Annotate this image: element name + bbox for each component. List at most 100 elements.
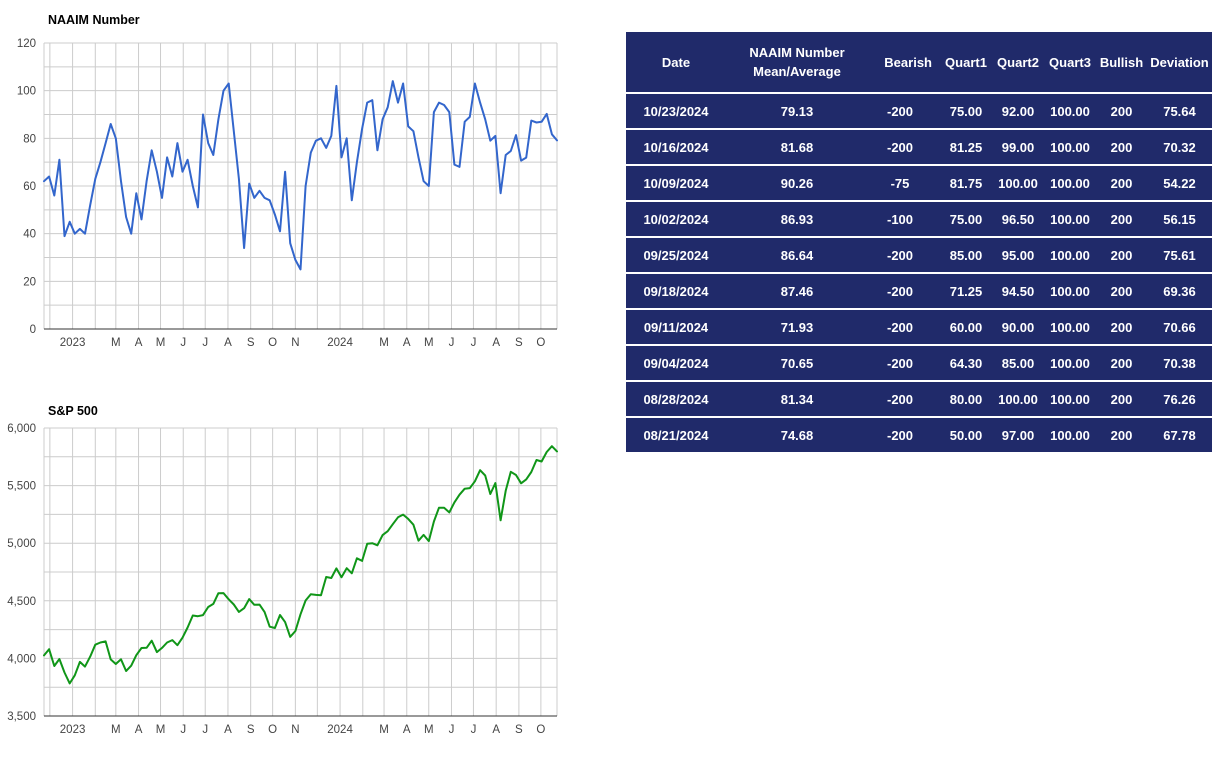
col-header-quart2: Quart2 (992, 32, 1044, 92)
table-row: 09/25/2024 86.64 -200 85.00 95.00 100.00 200 75… (626, 238, 1212, 272)
x-axis-tick-label: O (268, 337, 277, 349)
x-axis-tick-label: A (492, 724, 500, 736)
table-cell: 200 (1096, 130, 1147, 164)
naaim-series-line (43, 80, 558, 271)
x-axis-tick-label: O (536, 724, 545, 736)
table-cell: 100.00 (992, 382, 1044, 416)
table-cell: 10/09/2024 (626, 166, 726, 200)
x-axis-tick-label: A (224, 724, 232, 736)
sp500-series-line (43, 445, 558, 685)
table-cell: 94.50 (992, 274, 1044, 308)
table-cell: 81.68 (726, 130, 868, 164)
table-cell: 99.00 (992, 130, 1044, 164)
x-axis-tick-label: A (135, 337, 143, 349)
table-cell: 81.34 (726, 382, 868, 416)
table-row: 08/21/2024 74.68 -200 50.00 97.00 100.00 200 67… (626, 418, 1212, 452)
table-cell: 79.13 (726, 94, 868, 128)
table-cell: 200 (1096, 238, 1147, 272)
y-axis-tick-label: 100 (17, 86, 36, 98)
col-header-quart1: Quart1 (940, 32, 992, 92)
table-cell: 100.00 (1044, 166, 1096, 200)
x-axis-tick-label: J (180, 724, 186, 736)
y-axis-tick-label: 0 (30, 324, 36, 336)
table-cell: -200 (868, 130, 940, 164)
x-axis-tick-label: J (449, 724, 455, 736)
table-cell: 81.75 (940, 166, 992, 200)
table-cell: 81.25 (940, 130, 992, 164)
x-axis-tick-label: A (403, 724, 411, 736)
table-cell: 76.26 (1147, 382, 1212, 416)
x-axis-tick-label: J (471, 337, 477, 349)
table-cell: 97.00 (992, 418, 1044, 452)
x-axis-tick-label: A (403, 337, 411, 349)
table-cell: 100.00 (1044, 310, 1096, 344)
x-axis-tick-label: M (379, 337, 389, 349)
table-row: 10/09/2024 90.26 -75 81.75 100.00 100.00 200 54… (626, 166, 1212, 200)
table-cell: 75.61 (1147, 238, 1212, 272)
table-row: 09/11/2024 71.93 -200 60.00 90.00 100.00 200 70… (626, 310, 1212, 344)
table-cell: 09/18/2024 (626, 274, 726, 308)
col-header-quart3: Quart3 (1044, 32, 1096, 92)
table-cell: 10/23/2024 (626, 94, 726, 128)
x-axis-tick-label: M (156, 724, 166, 736)
x-axis-tick-label: 2024 (327, 337, 353, 349)
table-cell: 75.00 (940, 94, 992, 128)
naaim-x-axis-labels: 2023 M A M J J A S O N 2024 M A M J J A S O (60, 337, 546, 349)
y-axis-tick-label: 20 (23, 276, 36, 288)
table-cell: 67.78 (1147, 418, 1212, 452)
y-axis-tick-label: 4,500 (7, 596, 36, 608)
sp500-chart-title: S&P 500 (48, 404, 98, 418)
y-axis-tick-label: 6,000 (7, 423, 36, 435)
table-row: 10/02/2024 86.93 -100 75.00 96.50 100.00 200 56… (626, 202, 1212, 236)
x-axis-tick-label: 2023 (60, 337, 86, 349)
col-header-deviation: Deviation (1147, 32, 1212, 92)
table-cell: 60.00 (940, 310, 992, 344)
x-axis-tick-label: A (135, 724, 143, 736)
x-axis-tick-label: S (247, 337, 255, 349)
table-cell: 86.64 (726, 238, 868, 272)
x-axis-tick-label: A (224, 337, 232, 349)
table-cell: 87.46 (726, 274, 868, 308)
table-cell: 90.00 (992, 310, 1044, 344)
table-cell: 200 (1096, 202, 1147, 236)
table-cell: -100 (868, 202, 940, 236)
table-cell: 50.00 (940, 418, 992, 452)
x-axis-tick-label: J (180, 337, 186, 349)
table-row: 10/16/2024 81.68 -200 81.25 99.00 100.00 200 70… (626, 130, 1212, 164)
table-cell: -200 (868, 382, 940, 416)
y-axis-tick-label: 60 (23, 181, 36, 193)
naaim-chart-canvas: 0 20 40 60 80 100 120 2023 M A M J J A S O N 2024 M A M J J A S O (17, 38, 558, 349)
x-axis-tick-label: J (202, 337, 208, 349)
table-cell: 200 (1096, 310, 1147, 344)
naaim-chart-title: NAAIM Number (48, 13, 140, 27)
table-cell: 86.93 (726, 202, 868, 236)
table-cell: 09/11/2024 (626, 310, 726, 344)
table-cell: 80.00 (940, 382, 992, 416)
table-cell: -200 (868, 274, 940, 308)
table-cell: 200 (1096, 418, 1147, 452)
x-axis-tick-label: 2024 (327, 724, 353, 736)
y-axis-tick-label: 40 (23, 229, 36, 241)
table-cell: 71.93 (726, 310, 868, 344)
y-axis-tick-label: 3,500 (7, 711, 36, 723)
table-cell: 54.22 (1147, 166, 1212, 200)
x-axis-tick-label: N (291, 724, 299, 736)
table-cell: -200 (868, 238, 940, 272)
x-axis-tick-label: M (379, 724, 389, 736)
table-cell: 64.30 (940, 346, 992, 380)
table-cell: 08/28/2024 (626, 382, 726, 416)
x-axis-tick-label: M (156, 337, 166, 349)
table-cell: 100.00 (1044, 346, 1096, 380)
x-axis-tick-label: M (424, 724, 434, 736)
x-axis-tick-label: A (492, 337, 500, 349)
table-cell: -200 (868, 310, 940, 344)
y-axis-tick-label: 5,500 (7, 481, 36, 493)
x-axis-tick-label: O (536, 337, 545, 349)
table-cell: 92.00 (992, 94, 1044, 128)
y-axis-tick-label: 4,000 (7, 653, 36, 665)
col-header-naaim-number: NAAIM Number Mean/Average (726, 32, 868, 92)
table-cell: 85.00 (940, 238, 992, 272)
x-axis-tick-label: S (247, 724, 255, 736)
table-cell: 09/25/2024 (626, 238, 726, 272)
table-cell: 100.00 (1044, 238, 1096, 272)
